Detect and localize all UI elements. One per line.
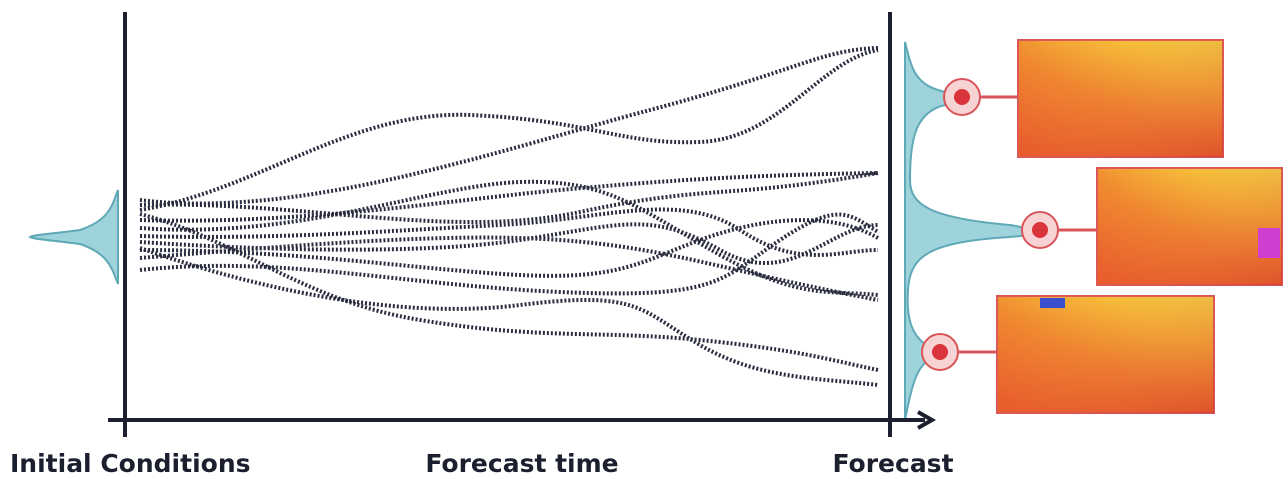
forecast-label: Forecast — [832, 449, 953, 478]
initial-label: Initial Conditions — [10, 449, 251, 478]
trajectories — [140, 48, 878, 385]
time-label: Forecast time — [425, 449, 618, 478]
initial-distribution — [30, 190, 118, 284]
diagram: Initial Conditions Forecast time Forecas… — [0, 0, 1288, 479]
